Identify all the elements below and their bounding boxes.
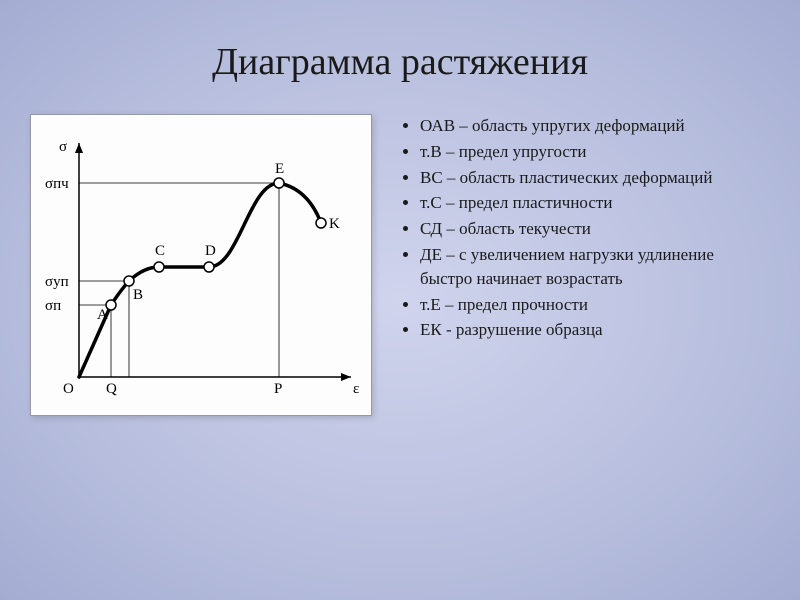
legend-item: ОАВ – область упругих деформаций	[420, 114, 760, 138]
svg-text:σпч: σпч	[45, 176, 69, 192]
legend-item: ЕК - разрушение образца	[420, 318, 760, 342]
content-row: A B C D E Kσ ε O Q Pσп σуп σпч ОАВ – область упруги…	[0, 114, 800, 416]
svg-text:O: O	[63, 381, 74, 397]
stress-strain-diagram: A B C D E Kσ ε O Q Pσп σуп σпч	[30, 114, 372, 416]
svg-text:D: D	[205, 243, 216, 259]
svg-text:σуп: σуп	[45, 274, 69, 290]
legend-item: СД – область текучести	[420, 217, 760, 241]
legend-item: ДЕ – с увеличением нагрузки удлинение бы…	[420, 243, 760, 291]
legend-item: т.Е – предел прочности	[420, 293, 760, 317]
svg-text:A: A	[97, 307, 108, 323]
legend: ОАВ – область упругих деформацийт.В – пр…	[402, 114, 760, 344]
legend-list: ОАВ – область упругих деформацийт.В – пр…	[402, 114, 760, 342]
svg-text:σп: σп	[45, 298, 61, 314]
page-title: Диаграмма растяжения	[0, 0, 800, 114]
svg-text:ε: ε	[353, 381, 359, 397]
legend-item: т.В – предел упругости	[420, 140, 760, 164]
svg-text:K: K	[329, 216, 340, 232]
svg-text:σ: σ	[59, 139, 67, 155]
svg-text:P: P	[274, 381, 282, 397]
legend-item: ВС – область пластических деформаций	[420, 166, 760, 190]
svg-text:C: C	[155, 243, 165, 259]
svg-text:B: B	[133, 287, 143, 303]
legend-item: т.С – предел пластичности	[420, 191, 760, 215]
svg-text:Q: Q	[106, 381, 117, 397]
svg-text:E: E	[275, 161, 284, 177]
